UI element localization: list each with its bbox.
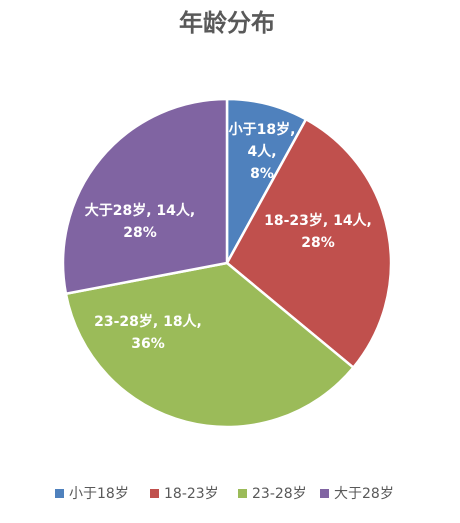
legend-marker	[55, 489, 64, 498]
legend-label: 小于18岁	[69, 486, 129, 502]
data-label: 4人,	[247, 143, 276, 160]
legend-marker	[238, 489, 247, 498]
legend-marker	[320, 489, 329, 498]
data-label: 小于18岁,	[229, 121, 296, 138]
legend-label: 23-28岁	[252, 486, 307, 502]
data-label: 28%	[301, 235, 335, 251]
pie-slice	[64, 261, 356, 429]
data-label: 36%	[131, 336, 165, 352]
data-label: 8%	[250, 166, 274, 182]
data-label: 18-23岁, 14人,	[264, 212, 372, 229]
pie-slice	[61, 97, 229, 296]
legend-label: 18-23岁	[164, 486, 219, 502]
pie-slice	[225, 117, 393, 370]
data-label: 28%	[123, 225, 157, 241]
data-label: 23-28岁, 18人,	[94, 313, 202, 330]
legend-marker	[150, 489, 159, 498]
legend-label: 大于28岁	[334, 486, 394, 502]
chart-title: 年龄分布	[179, 9, 275, 37]
data-label: 大于28岁, 14人,	[85, 202, 195, 219]
